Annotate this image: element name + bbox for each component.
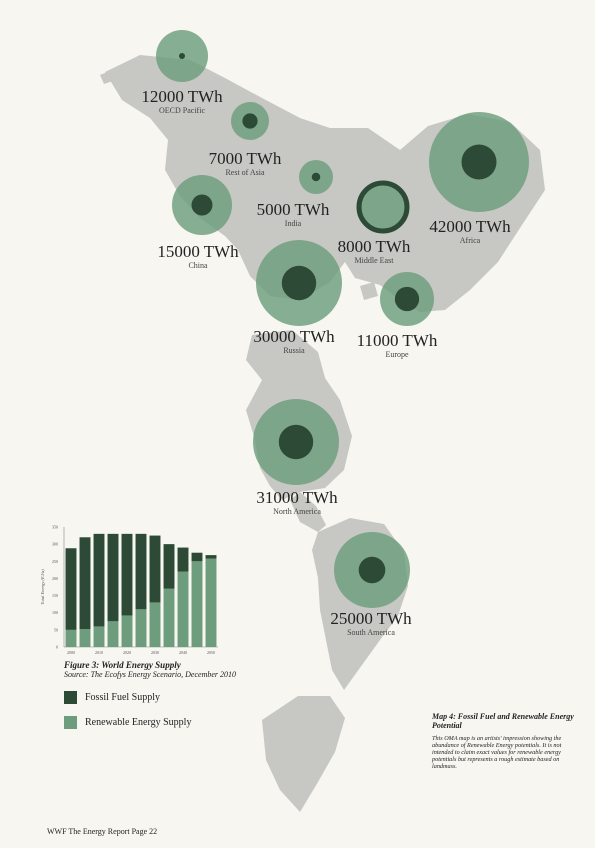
legend-fossil-label: Fossil Fuel Supply xyxy=(85,692,161,703)
island-3 xyxy=(360,282,378,300)
bar-renewable xyxy=(79,629,91,647)
region-label-russia: 30000 TWh Russia xyxy=(234,327,354,356)
bar-fossil xyxy=(135,533,147,610)
bar-fossil xyxy=(79,537,91,630)
bubble-fossil-europe xyxy=(394,286,420,312)
bar-renewable xyxy=(107,621,119,647)
bar-fossil xyxy=(191,552,203,562)
bar-renewable xyxy=(163,588,175,647)
region-value: 42000 TWh xyxy=(429,217,511,236)
legend-renewable-label: Renewable Energy Supply xyxy=(85,717,192,728)
x-tick-label: 2030 xyxy=(151,650,159,655)
y-tick-label: 200 xyxy=(52,576,58,581)
chart-title: Figure 3: World Energy Supply xyxy=(64,660,181,670)
region-name: China xyxy=(188,261,208,270)
y-tick-label: 100 xyxy=(52,610,58,615)
bubble-fossil-china xyxy=(191,194,213,216)
y-tick-label: 0 xyxy=(56,645,58,650)
y-axis-label: Total Energy (EJ/a) xyxy=(40,569,45,605)
region-value: 7000 TWh xyxy=(208,149,282,168)
region-value: 30000 TWh xyxy=(253,327,335,346)
region-name: South America xyxy=(347,628,395,637)
bar-renewable xyxy=(121,615,133,647)
region-label-africa: 42000 TWh Africa xyxy=(410,217,530,246)
bar-fossil xyxy=(149,535,161,603)
bar-renewable xyxy=(149,602,161,647)
y-tick-label: 50 xyxy=(54,627,58,632)
region-name: Rest of Asia xyxy=(225,168,265,177)
x-tick-label: 2010 xyxy=(95,650,103,655)
x-tick-label: 2020 xyxy=(123,650,131,655)
region-label-north-america: 31000 TWh North America xyxy=(237,488,357,517)
y-tick-label: 350 xyxy=(52,525,58,530)
bar-renewable xyxy=(191,561,203,647)
bubble-fossil-north-america xyxy=(278,424,314,460)
legend-renewable-swatch xyxy=(64,716,77,729)
map-note: Map 4: Fossil Fuel and Renewable Energy … xyxy=(432,712,582,770)
region-label-rest-of-asia: 7000 TWh Rest of Asia xyxy=(185,149,305,178)
region-value: 8000 TWh xyxy=(337,237,411,256)
region-name: OECD Pacific xyxy=(159,106,205,115)
x-tick-label: 2040 xyxy=(179,650,187,655)
bar-renewable xyxy=(205,558,217,647)
region-name: India xyxy=(284,219,302,228)
region-value: 25000 TWh xyxy=(330,609,412,628)
y-tick-label: 150 xyxy=(52,593,58,598)
region-value: 11000 TWh xyxy=(356,331,438,350)
x-tick-label: 2000 xyxy=(67,650,75,655)
bar-renewable xyxy=(177,571,189,647)
region-name: Middle East xyxy=(354,256,394,265)
y-tick-label: 250 xyxy=(52,559,58,564)
bar-fossil xyxy=(205,555,217,559)
bubble-fossil-rest-of-asia xyxy=(242,113,258,129)
y-tick-label: 300 xyxy=(52,542,58,547)
page-footer: WWF The Energy Report Page 22 xyxy=(47,827,158,836)
region-label-middle-east: 8000 TWh Middle East xyxy=(314,237,434,266)
bar-fossil xyxy=(65,548,77,630)
region-name: North America xyxy=(273,507,321,516)
bar-renewable xyxy=(135,609,147,647)
region-label-oecd-pacific: 12000 TWh OECD Pacific xyxy=(122,87,242,116)
bar-fossil xyxy=(107,533,119,622)
chart-caption: Figure 3: World Energy Supply Source: Th… xyxy=(64,660,236,679)
chart-source: Source: The Ecofys Energy Scenario, Dece… xyxy=(64,670,237,679)
bar-fossil xyxy=(93,533,105,627)
region-name: Europe xyxy=(385,350,409,359)
bar-renewable xyxy=(93,626,105,647)
bar-fossil xyxy=(163,544,175,589)
bubble-fossil-oecd-pacific xyxy=(179,53,185,59)
landmass-central-america xyxy=(290,492,326,532)
region-value: 15000 TWh xyxy=(157,242,239,261)
bar-renewable xyxy=(65,629,77,647)
legend-fossil: Fossil Fuel Supply xyxy=(64,691,160,704)
bubble-fossil-africa xyxy=(461,144,497,180)
region-label-china: 15000 TWh China xyxy=(138,242,258,271)
bar-fossil xyxy=(177,547,189,572)
bubble-ring-middle-east xyxy=(356,180,410,234)
island-1 xyxy=(100,70,116,84)
bubble-renewable-middle-east xyxy=(359,183,407,231)
bubble-group xyxy=(156,30,529,608)
legend-fossil-swatch xyxy=(64,691,77,704)
region-value: 5000 TWh xyxy=(256,200,330,219)
region-name: Africa xyxy=(459,236,481,245)
region-name: Russia xyxy=(283,346,305,355)
region-label-south-america: 25000 TWh South America xyxy=(311,609,431,638)
bubble-fossil-south-america xyxy=(358,556,386,584)
bubble-fossil-india xyxy=(311,172,321,182)
map-note-body: This OMA map is an artists' impression s… xyxy=(432,735,562,770)
region-value: 12000 TWh xyxy=(141,87,223,106)
legend-renewable: Renewable Energy Supply xyxy=(64,716,191,729)
region-label-india: 5000 TWh India xyxy=(233,200,353,229)
region-value: 31000 TWh xyxy=(256,488,338,507)
x-tick-label: 2050 xyxy=(207,650,215,655)
landmass-antarctica xyxy=(262,696,345,812)
region-label-europe: 11000 TWh Europe xyxy=(337,331,457,360)
map-note-title: Map 4: Fossil Fuel and Renewable Energy … xyxy=(432,712,574,730)
bubble-fossil-russia xyxy=(281,265,317,301)
bar-fossil xyxy=(121,533,133,616)
